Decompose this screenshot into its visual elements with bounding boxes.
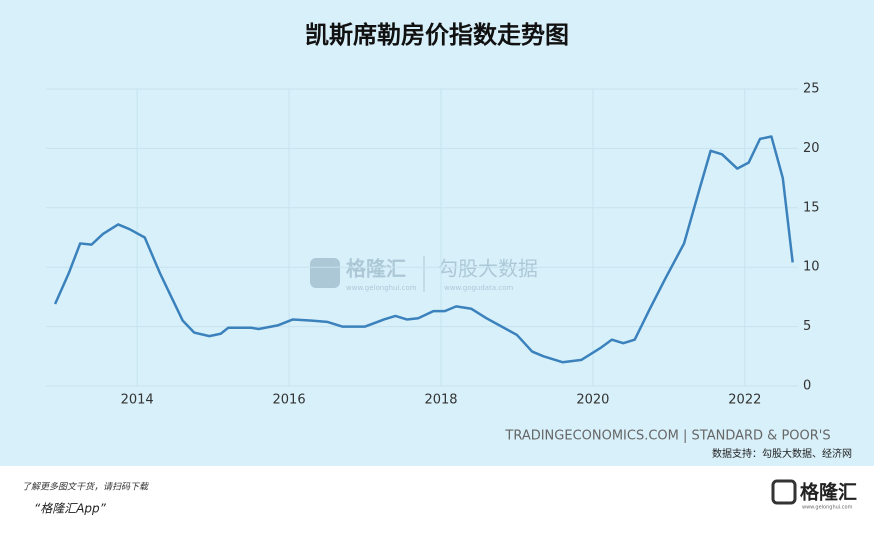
x-tick-label: 2018 <box>424 393 457 408</box>
data-line <box>53 135 794 364</box>
y-tick-label: 5 <box>803 319 811 334</box>
logo: 格隆汇 <box>800 481 857 504</box>
footer-background <box>0 466 874 535</box>
plot: 0 5 10 15 20 25 2014 2016 2018 2020 2022 <box>46 82 820 408</box>
watermark: 格隆汇 www.gelonghui.com 勾股大数据 www.gogudata… <box>310 256 538 292</box>
y-tick-label: 0 <box>803 379 811 394</box>
watermark-url: www.gelonghui.com <box>346 284 417 292</box>
footer-app: “格隆汇App” <box>34 502 107 516</box>
x-tick-label: 2014 <box>121 393 154 408</box>
watermark-partner: 勾股大数据 <box>438 257 538 281</box>
footer-note: 了解更多图文干货，请扫码下载 <box>22 482 149 493</box>
watermark-url: www.gogudata.com <box>444 284 513 292</box>
source: TRADINGECONOMICS.COM | STANDARD & POOR'S <box>504 429 830 444</box>
watermark-brand: 格隆汇 <box>346 257 406 281</box>
chart-title: 凯斯席勒房价指数走势图 <box>305 21 569 49</box>
logo-icon <box>771 479 797 505</box>
y-tick-label: 10 <box>803 260 820 275</box>
y-tick-label: 20 <box>803 141 820 156</box>
chart-background <box>0 0 874 466</box>
x-tick-label: 2022 <box>728 393 761 408</box>
x-tick-label: 2016 <box>273 393 306 408</box>
x-tick-label: 2020 <box>576 393 609 408</box>
watermark-icon <box>310 258 340 288</box>
credit: 数据支持：勾股大数据、经济网 <box>712 447 852 460</box>
y-tick-label: 15 <box>803 200 820 215</box>
logo-url: www.gelonghui.com <box>802 505 853 511</box>
y-tick-label: 25 <box>803 82 820 97</box>
